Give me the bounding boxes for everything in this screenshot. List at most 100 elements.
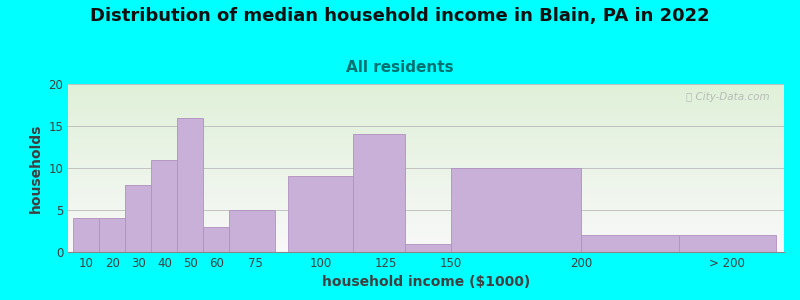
- Bar: [68, 91, 784, 92]
- Bar: [68, 168, 784, 169]
- Bar: [68, 112, 784, 113]
- Bar: [68, 179, 784, 180]
- Text: Distribution of median household income in Blain, PA in 2022: Distribution of median household income …: [90, 8, 710, 26]
- Bar: [68, 238, 784, 239]
- Bar: [68, 243, 784, 244]
- Bar: [68, 109, 784, 110]
- X-axis label: household income ($1000): household income ($1000): [322, 275, 530, 290]
- Bar: [68, 150, 784, 151]
- Bar: [68, 191, 784, 192]
- Bar: [68, 193, 784, 194]
- Bar: [74, 218, 99, 252]
- Bar: [68, 242, 784, 243]
- Bar: [68, 244, 784, 245]
- Bar: [68, 205, 784, 206]
- Bar: [68, 248, 784, 249]
- Bar: [68, 182, 784, 183]
- Bar: [68, 128, 784, 129]
- Bar: [68, 136, 784, 137]
- Bar: [68, 195, 784, 196]
- Bar: [68, 234, 784, 235]
- Bar: [230, 210, 275, 252]
- Bar: [68, 177, 784, 178]
- Bar: [68, 132, 784, 133]
- Bar: [68, 117, 784, 118]
- Bar: [68, 161, 784, 162]
- Bar: [68, 146, 784, 147]
- Bar: [68, 103, 784, 104]
- Bar: [68, 100, 784, 101]
- Bar: [581, 235, 678, 252]
- Bar: [68, 229, 784, 230]
- Bar: [68, 95, 784, 96]
- Bar: [68, 247, 784, 248]
- Bar: [68, 89, 784, 90]
- Bar: [68, 149, 784, 150]
- Bar: [68, 223, 784, 224]
- Y-axis label: households: households: [29, 123, 42, 213]
- Bar: [68, 249, 784, 250]
- Bar: [68, 211, 784, 212]
- Bar: [68, 212, 784, 213]
- Bar: [68, 130, 784, 131]
- Bar: [68, 159, 784, 160]
- Bar: [68, 219, 784, 220]
- Bar: [68, 154, 784, 155]
- Bar: [68, 113, 784, 114]
- Bar: [68, 181, 784, 182]
- Bar: [68, 160, 784, 161]
- Bar: [68, 214, 784, 215]
- Bar: [68, 102, 784, 103]
- Bar: [68, 174, 784, 175]
- Bar: [405, 244, 450, 252]
- Bar: [68, 156, 784, 157]
- Bar: [68, 172, 784, 173]
- Bar: [68, 152, 784, 153]
- Bar: [68, 85, 784, 86]
- Bar: [68, 158, 784, 159]
- Bar: [68, 144, 784, 145]
- Bar: [68, 189, 784, 190]
- Bar: [288, 176, 353, 252]
- Bar: [353, 134, 405, 252]
- Bar: [68, 93, 784, 94]
- Bar: [68, 206, 784, 207]
- Bar: [68, 155, 784, 156]
- Bar: [68, 170, 784, 171]
- Bar: [68, 225, 784, 226]
- Bar: [68, 185, 784, 186]
- Bar: [68, 122, 784, 123]
- Bar: [68, 224, 784, 225]
- Bar: [68, 116, 784, 117]
- Bar: [68, 190, 784, 191]
- Bar: [68, 241, 784, 242]
- Bar: [203, 227, 230, 252]
- Bar: [68, 227, 784, 228]
- Bar: [68, 165, 784, 166]
- Bar: [68, 118, 784, 119]
- Bar: [68, 210, 784, 211]
- Bar: [68, 107, 784, 108]
- Bar: [68, 92, 784, 93]
- Bar: [68, 151, 784, 152]
- Bar: [68, 220, 784, 221]
- Bar: [68, 215, 784, 216]
- Bar: [68, 188, 784, 189]
- Bar: [68, 88, 784, 89]
- Bar: [68, 198, 784, 199]
- Bar: [68, 169, 784, 170]
- Bar: [68, 231, 784, 232]
- Bar: [68, 207, 784, 208]
- Bar: [68, 87, 784, 88]
- Bar: [68, 238, 784, 239]
- Bar: [68, 90, 784, 91]
- Bar: [68, 222, 784, 223]
- Bar: [126, 185, 151, 252]
- Bar: [68, 141, 784, 142]
- Bar: [68, 140, 784, 141]
- Bar: [68, 187, 784, 188]
- Bar: [68, 216, 784, 217]
- Bar: [68, 99, 784, 100]
- Bar: [68, 228, 784, 229]
- Bar: [68, 240, 784, 241]
